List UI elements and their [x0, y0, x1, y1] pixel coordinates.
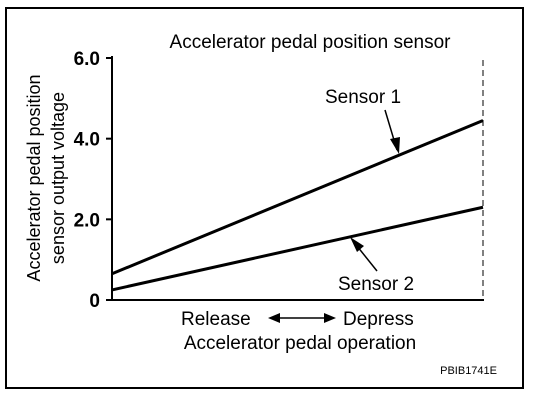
figure-border — [5, 7, 524, 389]
arrow-right-head — [324, 313, 336, 323]
y-tick-label: 0 — [89, 291, 100, 312]
series-line-sensor-1 — [111, 119, 484, 276]
sensor-1-arrowhead — [390, 137, 400, 154]
y-tick-label: 2.0 — [74, 210, 100, 231]
chart-title: Accelerator pedal position sensor — [170, 32, 452, 53]
y-tick-label: 4.0 — [74, 130, 100, 151]
sensor-2-arrowhead — [350, 237, 364, 252]
x-tick-release: Release — [181, 309, 251, 330]
series-lines — [111, 119, 484, 292]
y-tick-label: 6.0 — [74, 49, 100, 70]
arrow-left-head — [268, 313, 280, 323]
figure-code: PBIB1741E — [440, 365, 497, 377]
sensor-2-label: Sensor 2 — [338, 274, 414, 295]
x-axis-label: Accelerator pedal operation — [184, 333, 416, 354]
y-ticks: 0 2.0 4.0 6.0 — [74, 49, 112, 312]
y-axis-label-line-1: Accelerator pedal position — [24, 74, 44, 281]
y-axis-label-line-2: sensor output voltage — [48, 92, 68, 264]
sensor-1-label: Sensor 1 — [325, 87, 401, 108]
series-line-sensor-2 — [111, 205, 484, 292]
x-tick-depress: Depress — [343, 309, 414, 330]
